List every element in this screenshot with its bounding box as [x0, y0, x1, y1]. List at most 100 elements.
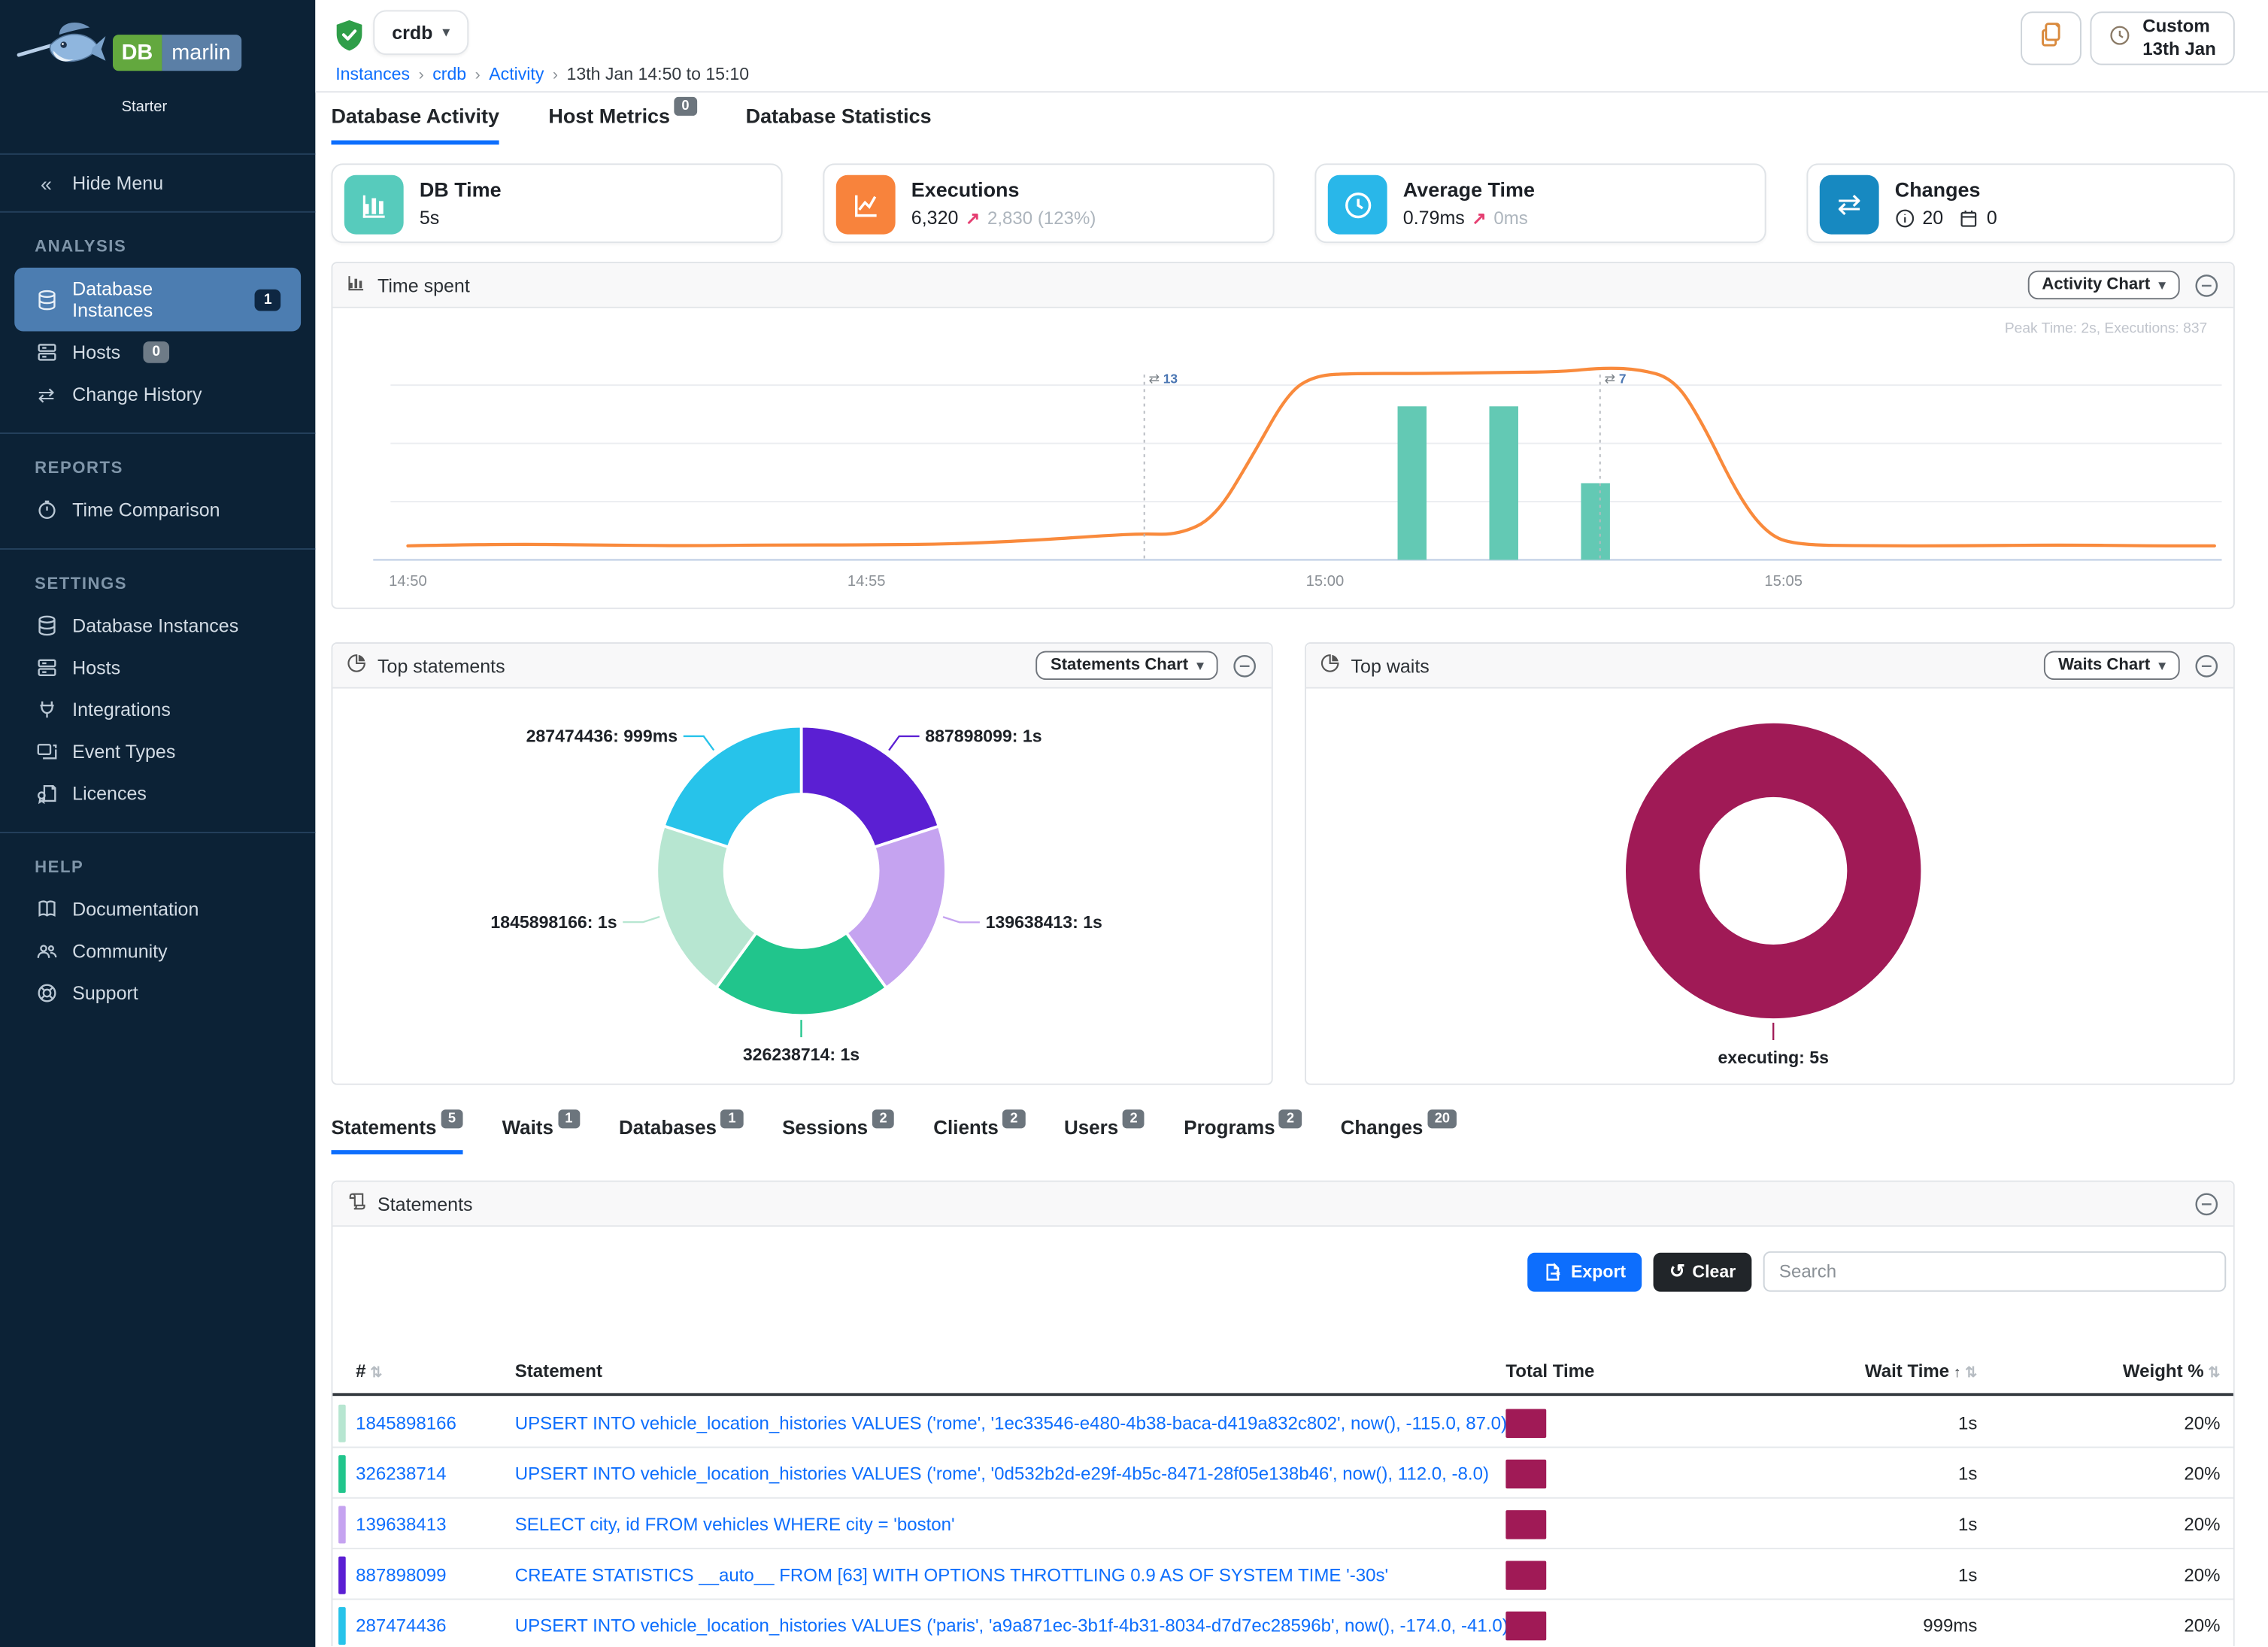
- column-wait-time[interactable]: Wait Time ↑ ⇅: [1864, 1361, 1978, 1382]
- breadcrumb-link-activity[interactable]: Activity: [489, 63, 544, 84]
- section-title-reports: REPORTS: [35, 460, 123, 478]
- time-spent-chart[interactable]: 14:50 14:55 15:00 15:05 ⇄ 13 ⇄ 7: [332, 308, 2233, 608]
- tab-statements[interactable]: Statements 5: [331, 1109, 463, 1154]
- statement-text-link[interactable]: UPSERT INTO vehicle_location_histories V…: [514, 1412, 1508, 1433]
- statement-color-chip: [338, 1607, 346, 1645]
- collapse-panel-button[interactable]: [2194, 1191, 2219, 1216]
- tab-database-activity[interactable]: Database Activity: [331, 104, 499, 145]
- column-weight[interactable]: Weight % ⇅: [2122, 1361, 2221, 1382]
- event-types-icon: [35, 741, 58, 763]
- statement-color-chip: [338, 1506, 346, 1544]
- sidebar-item-event-types[interactable]: Event Types: [0, 730, 315, 772]
- sidebar-item-settings-database-instances[interactable]: Database Instances: [0, 605, 315, 647]
- tab-waits[interactable]: Waits 1: [502, 1109, 581, 1154]
- changes-calendar-count: 0: [1986, 207, 1997, 229]
- table-row[interactable]: 887898099 CREATE STATISTICS __auto__ FRO…: [332, 1551, 2233, 1600]
- tab-badge: 5: [441, 1109, 463, 1129]
- statements-panel: Statements Export ↺ Clear #⇅ Statement T…: [331, 1180, 2235, 1647]
- life-ring-icon: [35, 982, 58, 1004]
- svg-text:⇄ 7: ⇄ 7: [1605, 372, 1627, 387]
- statement-color-chip: [338, 1404, 346, 1442]
- search-input[interactable]: [1763, 1251, 2227, 1292]
- copy-link-button[interactable]: [2021, 11, 2082, 65]
- database-icon: [35, 289, 58, 311]
- statement-id-link[interactable]: 326238714: [356, 1463, 447, 1484]
- statement-text-link[interactable]: CREATE STATISTICS __auto__ FROM [63] WIT…: [514, 1564, 1389, 1585]
- hide-menu-button[interactable]: « Hide Menu: [0, 155, 316, 213]
- tab-users[interactable]: Users 2: [1064, 1109, 1145, 1154]
- licence-icon: [35, 783, 58, 805]
- top-statements-donut[interactable]: 887898099: 1s 139638413: 1s 326238714: 1s 1…: [332, 689, 1271, 1084]
- card-title: Changes: [1894, 177, 1981, 202]
- card-changes: ⇄ Changes 20 0: [1806, 163, 2235, 244]
- sidebar-item-hosts[interactable]: Hosts 0: [0, 331, 315, 373]
- tab-clients[interactable]: Clients 2: [933, 1109, 1026, 1154]
- svg-text:1845898166: 1s: 1845898166: 1s: [490, 912, 617, 932]
- export-button[interactable]: Export: [1527, 1251, 1642, 1291]
- statement-id-link[interactable]: 1845898166: [356, 1412, 456, 1433]
- tab-changes[interactable]: Changes 20: [1341, 1109, 1457, 1154]
- instance-name: crdb: [392, 21, 433, 44]
- tab-programs[interactable]: Programs 2: [1184, 1109, 1302, 1154]
- sort-icon-active: ↑: [1953, 1365, 1961, 1382]
- statement-id-link[interactable]: 139638413: [356, 1513, 447, 1534]
- svg-text:887898099: 1s: 887898099: 1s: [925, 726, 1042, 746]
- column-statement[interactable]: Statement: [514, 1361, 603, 1382]
- health-shield-icon: [334, 19, 364, 59]
- sidebar-item-database-instances[interactable]: Database Instances 1: [14, 267, 302, 332]
- sidebar-item-change-history[interactable]: ⇄ Change History: [0, 373, 315, 415]
- sidebar-item-community[interactable]: Community: [0, 930, 315, 972]
- weight-value: 20%: [2184, 1564, 2221, 1585]
- statement-id-link[interactable]: 287474436: [356, 1615, 447, 1636]
- time-range-button[interactable]: Custom 13th Jan: [2090, 11, 2235, 65]
- sidebar-item-label: Licences: [72, 782, 147, 805]
- statement-id-link[interactable]: 887898099: [356, 1564, 447, 1585]
- sidebar-item-time-comparison[interactable]: Time Comparison: [0, 489, 315, 531]
- instance-selector[interactable]: crdb ▾: [373, 10, 468, 56]
- sort-icon: ⇅: [2208, 1365, 2221, 1382]
- count-badge: 1: [255, 288, 281, 311]
- collapse-panel-button[interactable]: [2194, 653, 2219, 678]
- top-waits-donut[interactable]: executing: 5s: [1306, 689, 2233, 1084]
- collapse-icon: «: [41, 171, 53, 195]
- count-badge: 0: [143, 341, 169, 363]
- breadcrumb-link-instances[interactable]: Instances: [335, 63, 411, 84]
- calendar-icon: [1959, 208, 1979, 228]
- tab-host-metrics[interactable]: Host Metrics 0: [548, 96, 697, 144]
- plug-icon: [35, 699, 58, 720]
- peak-note: Peak Time: 2s, Executions: 837: [2004, 321, 2208, 338]
- table-row[interactable]: 287474436 UPSERT INTO vehicle_location_h…: [332, 1601, 2233, 1647]
- tab-databases[interactable]: Databases 1: [619, 1109, 744, 1154]
- sidebar-item-settings-hosts[interactable]: Hosts: [0, 647, 315, 689]
- wait-time-value: 1s: [1958, 1513, 1978, 1534]
- table-row[interactable]: 139638413 SELECT city, id FROM vehicles …: [332, 1500, 2233, 1550]
- statement-text-link[interactable]: UPSERT INTO vehicle_location_histories V…: [514, 1463, 1489, 1484]
- breadcrumb-link-crdb[interactable]: crdb: [432, 63, 467, 84]
- tab-database-statistics[interactable]: Database Statistics: [745, 104, 932, 128]
- sidebar-item-licences[interactable]: Licences: [0, 772, 315, 814]
- total-time-bar: [1505, 1510, 1547, 1539]
- column-total-time[interactable]: Total Time: [1505, 1361, 1595, 1382]
- info-icon: [1895, 208, 1915, 228]
- svg-text:139638413: 1s: 139638413: 1s: [986, 912, 1102, 932]
- tab-sessions[interactable]: Sessions 2: [782, 1109, 895, 1154]
- clear-button[interactable]: ↺ Clear: [1653, 1251, 1752, 1291]
- marlin-fish-icon: [14, 14, 107, 91]
- svg-text:15:05: 15:05: [1764, 573, 1803, 590]
- column-num[interactable]: # ⇅: [356, 1361, 383, 1382]
- svg-text:287474436: 999ms: 287474436: 999ms: [526, 726, 678, 746]
- sidebar-item-documentation[interactable]: Documentation: [0, 888, 315, 930]
- trend-up-icon: ↗: [1472, 208, 1487, 228]
- waits-chart-dropdown[interactable]: Waits Chart ▾: [2043, 651, 2180, 681]
- statements-chart-dropdown[interactable]: Statements Chart ▾: [1035, 651, 1218, 681]
- sidebar-item-integrations[interactable]: Integrations: [0, 689, 315, 731]
- statement-text-link[interactable]: SELECT city, id FROM vehicles WHERE city…: [514, 1513, 955, 1534]
- table-row[interactable]: 326238714 UPSERT INTO vehicle_location_h…: [332, 1449, 2233, 1499]
- sidebar-item-support[interactable]: Support: [0, 972, 315, 1015]
- collapse-panel-button[interactable]: [1233, 653, 1257, 678]
- total-time-bar: [1505, 1409, 1547, 1438]
- activity-chart-dropdown[interactable]: Activity Chart ▾: [2027, 270, 2180, 300]
- table-row[interactable]: 1845898166 UPSERT INTO vehicle_location_…: [332, 1399, 2233, 1448]
- collapse-panel-button[interactable]: [2194, 273, 2219, 298]
- statement-text-link[interactable]: UPSERT INTO vehicle_location_histories V…: [514, 1615, 1508, 1636]
